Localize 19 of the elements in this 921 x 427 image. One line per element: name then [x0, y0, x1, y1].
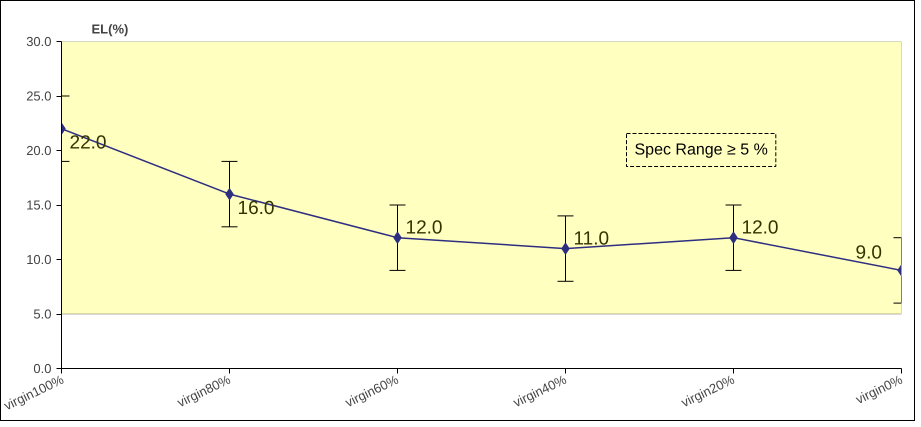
point	[561, 242, 570, 255]
data-label: 22.0	[70, 132, 106, 154]
point	[393, 232, 402, 244]
y-tick-label: 25.0	[26, 88, 52, 104]
y-tick-label: 15.0	[26, 198, 52, 212]
data-label: 9.0	[856, 242, 882, 264]
point	[729, 232, 738, 244]
band-label: Spec Range ≥ 5 %	[634, 142, 768, 158]
y-tick-label: 5.0	[33, 306, 52, 322]
data-label: 11.0	[574, 228, 610, 250]
data-label: 12.0	[406, 218, 442, 239]
y-tick-label: 20.0	[26, 143, 52, 158]
point	[225, 188, 234, 200]
data-label: 12.0	[742, 218, 778, 239]
y-tick-label: 0.0	[33, 361, 52, 376]
y-tick-label: 30.0	[26, 34, 52, 49]
y-axis-title: EL(%)	[92, 22, 128, 36]
data-label: 16.0	[238, 198, 274, 220]
y-tick-label: 10.0	[26, 252, 52, 267]
